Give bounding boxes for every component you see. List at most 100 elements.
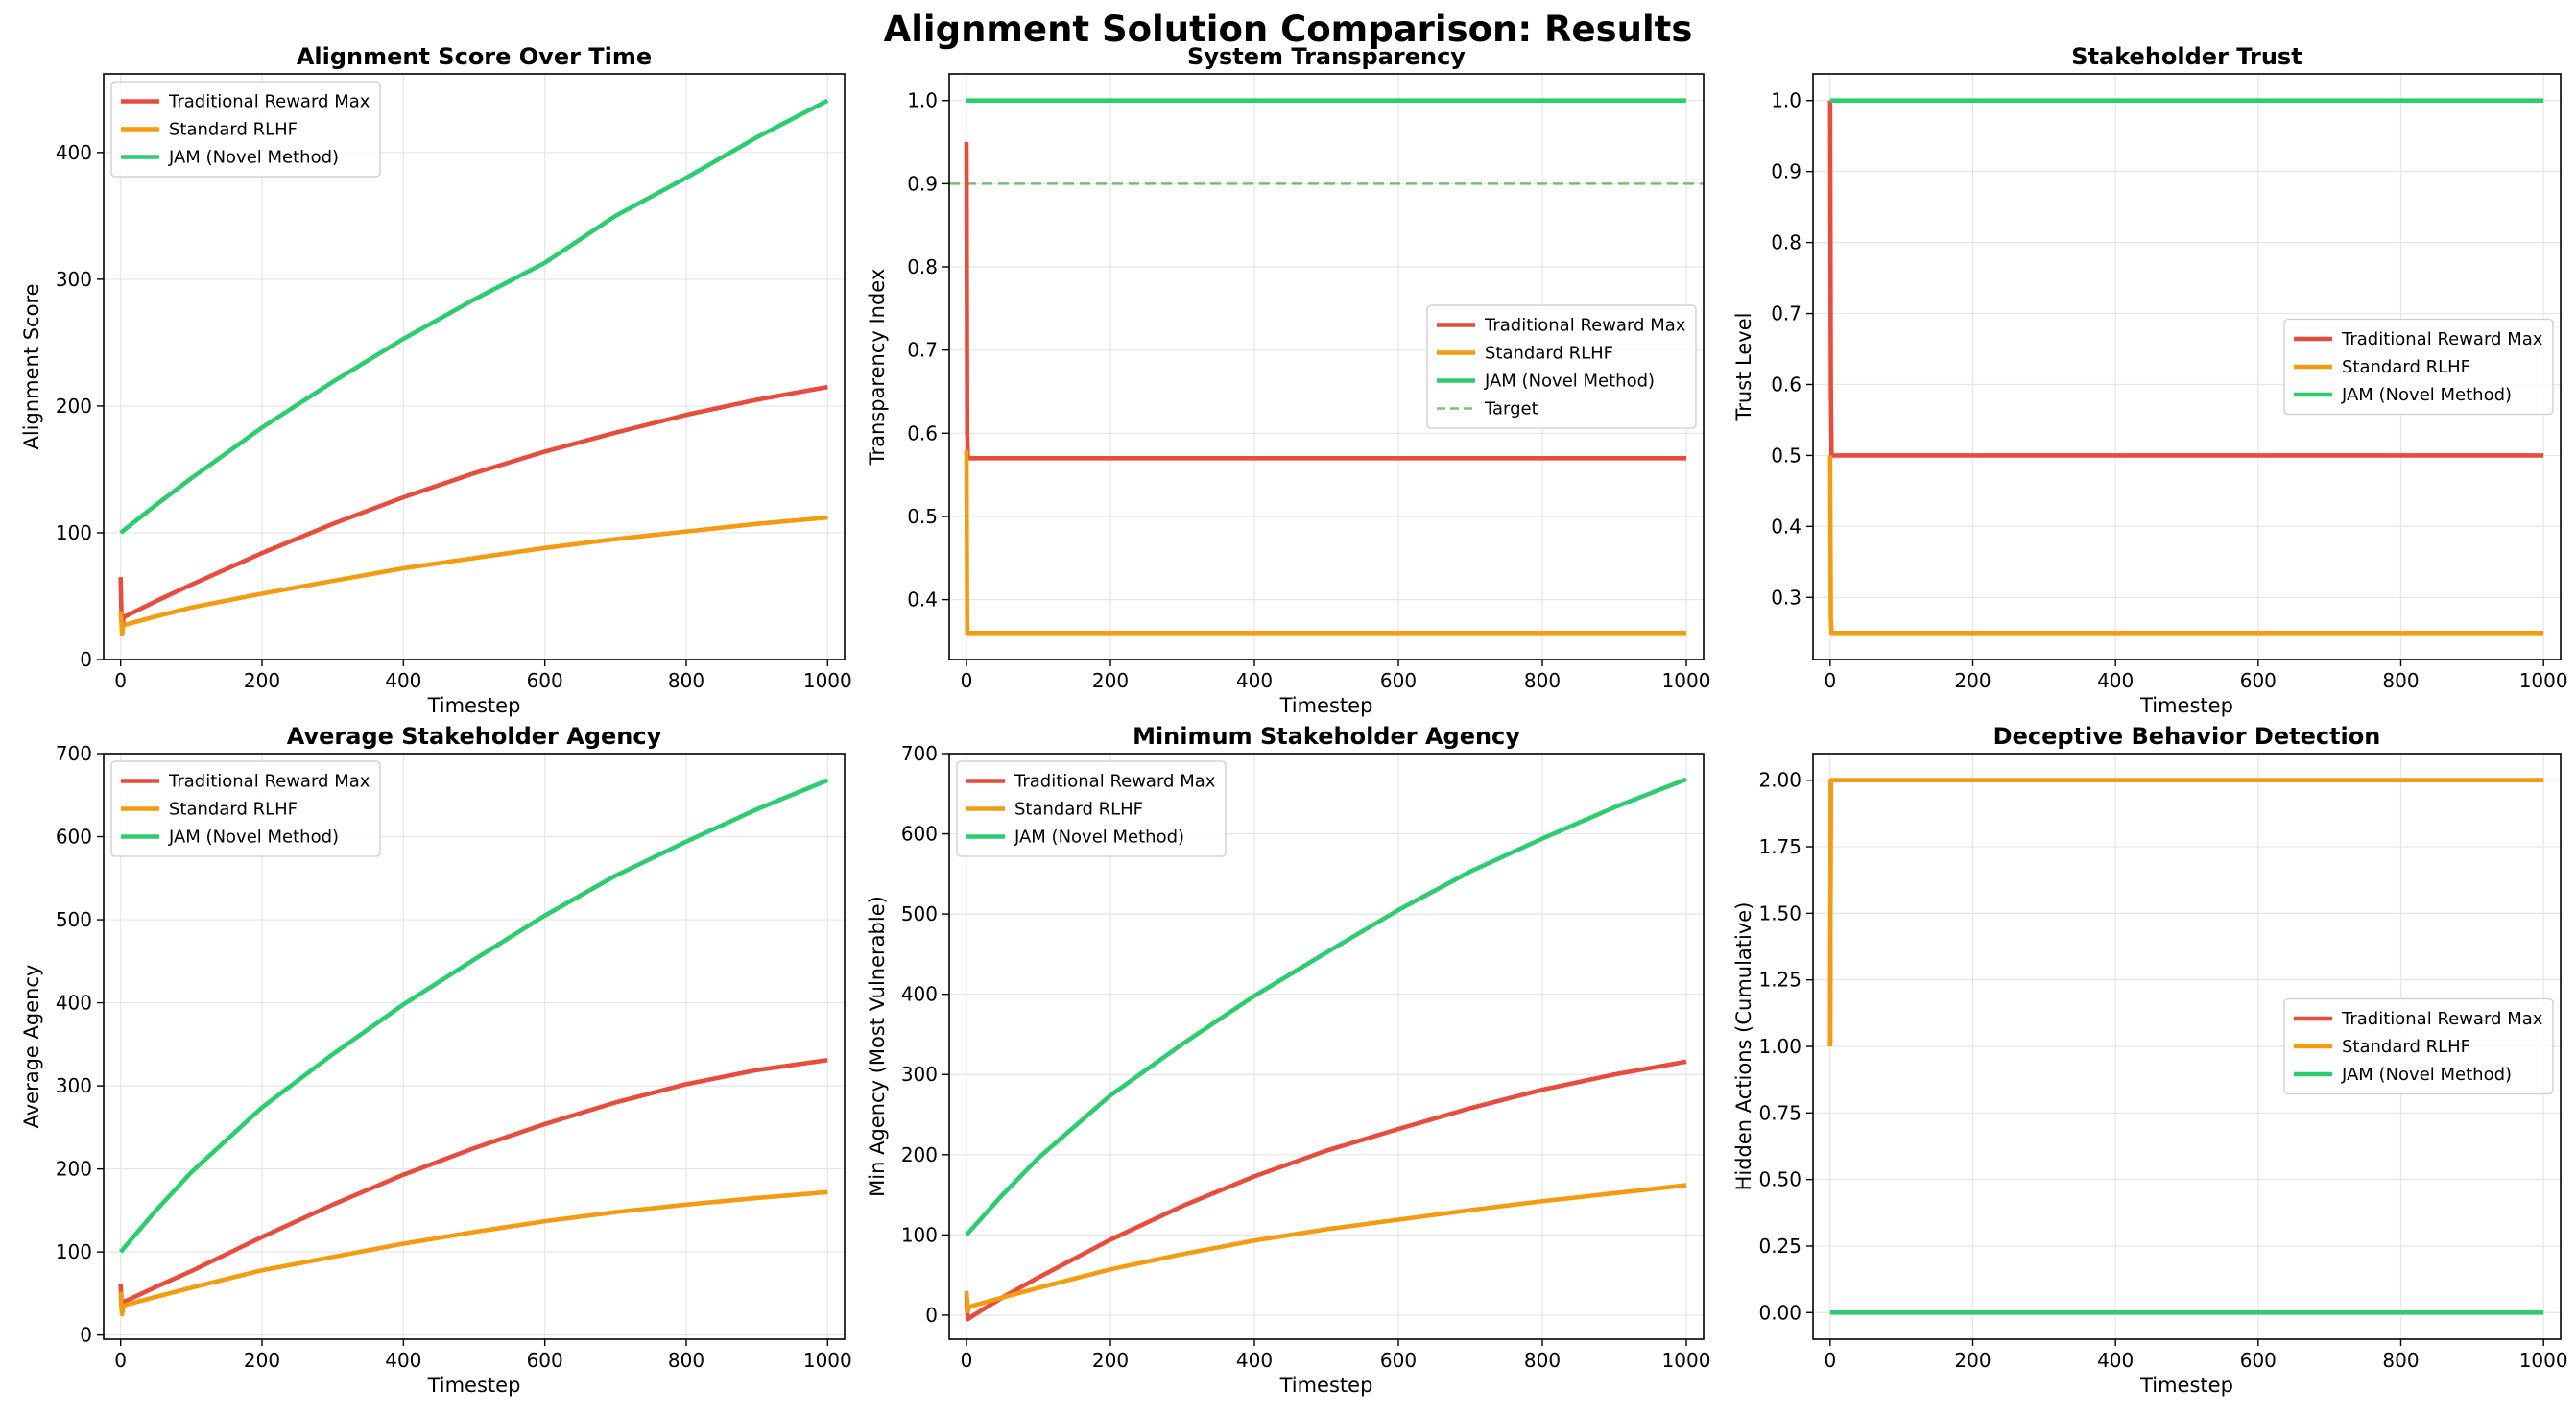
x-tick-label: 800 xyxy=(668,669,704,692)
y-axis-label: Hidden Actions (Cumulative) xyxy=(1732,902,1755,1191)
x-tick-label: 1000 xyxy=(803,1349,852,1372)
y-tick-label: 600 xyxy=(56,826,92,849)
y-axis-label: Alignment Score xyxy=(20,283,43,449)
legend-label: Standard RLHF xyxy=(2342,1037,2470,1057)
legend-label: Traditional Reward Max xyxy=(168,772,370,792)
legend-box xyxy=(110,81,381,178)
series-line xyxy=(1827,455,2544,636)
x-tick-label: 800 xyxy=(2382,1349,2419,1372)
legend-label: Traditional Reward Max xyxy=(1484,316,1686,336)
series-line xyxy=(1827,100,2544,458)
series-line xyxy=(964,1183,1687,1314)
x-axis-label: Timestep xyxy=(2139,1374,2233,1397)
x-tick-label: 0 xyxy=(114,1349,127,1372)
y-tick-label: 0.50 xyxy=(1758,1168,1801,1191)
axes-frame xyxy=(948,753,1705,1340)
y-tick-label: 0 xyxy=(80,1324,92,1347)
y-tick-label: 0.4 xyxy=(1771,515,1801,538)
legend-label: JAM (Novel Method) xyxy=(168,148,339,168)
x-tick-label: 400 xyxy=(385,1349,421,1372)
x-axis-label: Timestep xyxy=(427,694,521,717)
legend-label: Traditional Reward Max xyxy=(168,92,370,112)
legend-label: Traditional Reward Max xyxy=(1014,772,1216,792)
x-tick-label: 200 xyxy=(1092,1349,1129,1372)
chart-title: Alignment Score Over Time xyxy=(297,43,652,70)
y-tick-label: 100 xyxy=(901,1223,938,1246)
legend: Traditional Reward Max Standard RLHF JAM (… xyxy=(2283,997,2554,1095)
x-tick-label: 800 xyxy=(668,1349,704,1372)
y-tick-label: 0.6 xyxy=(907,421,938,444)
chart-panel: 0 200 400 600 800 1000 0 100 200 300 400 Alignment … xyxy=(20,43,852,717)
x-tick-label: 600 xyxy=(1380,1349,1417,1372)
x-tick-label: 400 xyxy=(2097,1349,2134,1372)
x-tick-label: 1000 xyxy=(1662,1349,1711,1372)
y-tick-label: 0.00 xyxy=(1758,1301,1801,1324)
y-tick-label: 0.7 xyxy=(907,339,938,362)
x-tick-label: 0 xyxy=(1824,669,1836,692)
legend-box xyxy=(110,760,381,857)
legend-box xyxy=(2283,997,2554,1095)
y-tick-label: 600 xyxy=(901,823,938,846)
y-tick-label: 700 xyxy=(901,742,938,765)
y-tick-label: 0.8 xyxy=(1771,231,1801,254)
x-tick-label: 600 xyxy=(2240,1349,2277,1372)
legend-label: JAM (Novel Method) xyxy=(168,828,339,848)
y-tick-label: 0.4 xyxy=(907,588,938,612)
x-tick-label: 200 xyxy=(1954,1349,1991,1372)
y-axis-label: Trust Level xyxy=(1732,313,1755,422)
y-tick-label: 0.7 xyxy=(1771,302,1801,325)
y-axis-label: Min Agency (Most Vulnerable) xyxy=(866,896,889,1197)
y-tick-label: 300 xyxy=(56,268,92,291)
y-tick-label: 1.75 xyxy=(1758,835,1801,858)
legend: Traditional Reward Max Standard RLHF JAM (… xyxy=(110,81,381,178)
chart-panel: 0 200 400 600 800 1000 0.4 0.5 0.6 0.7 0.8 0.9 1.0 Sy… xyxy=(866,43,1710,717)
chart-title: Deceptive Behavior Detection xyxy=(1993,723,2381,750)
x-tick-label: 600 xyxy=(1380,669,1417,692)
x-tick-label: 1000 xyxy=(2519,1349,2568,1372)
y-tick-label: 200 xyxy=(901,1143,938,1166)
x-tick-label: 600 xyxy=(2240,669,2277,692)
x-tick-label: 0 xyxy=(1824,1349,1836,1372)
legend-label: Traditional Reward Max xyxy=(2341,1009,2543,1029)
series-line xyxy=(119,98,829,535)
legend-label: Standard RLHF xyxy=(2342,357,2470,377)
x-tick-label: 0 xyxy=(961,669,973,692)
series-line xyxy=(118,515,828,636)
y-tick-label: 0.5 xyxy=(907,505,938,528)
y-tick-label: 0.9 xyxy=(1771,160,1801,183)
y-tick-label: 0 xyxy=(80,648,92,671)
chart-panel: 0 200 400 600 800 1000 0 100 200 300 400 500 600 700 M… xyxy=(866,723,1710,1397)
y-tick-label: 0.25 xyxy=(1758,1235,1801,1258)
y-tick-label: 2.00 xyxy=(1758,769,1801,792)
y-tick-label: 1.0 xyxy=(907,89,938,112)
x-tick-label: 800 xyxy=(1524,1349,1561,1372)
x-tick-label: 1000 xyxy=(2519,669,2568,692)
y-tick-label: 1.00 xyxy=(1758,1035,1801,1058)
legend-label: JAM (Novel Method) xyxy=(1484,372,1655,392)
x-tick-label: 400 xyxy=(2097,669,2134,692)
series-line xyxy=(118,778,829,1254)
x-tick-label: 400 xyxy=(1236,1349,1273,1372)
y-tick-label: 1.50 xyxy=(1758,901,1801,924)
x-tick-label: 200 xyxy=(1954,669,1991,692)
chart-panels: 0 200 400 600 800 1000 0 100 200 300 400 Alignment … xyxy=(20,43,2568,1397)
y-tick-label: 0 xyxy=(925,1304,938,1327)
y-tick-label: 0.5 xyxy=(1771,444,1801,467)
chart-title: System Transparency xyxy=(1187,43,1466,70)
legend-box xyxy=(956,760,1227,857)
legend: Traditional Reward Max Standard RLHF JAM (… xyxy=(2283,318,2554,416)
x-tick-label: 0 xyxy=(961,1349,973,1372)
x-tick-label: 600 xyxy=(527,1349,563,1372)
y-axis-label: Average Agency xyxy=(20,965,43,1129)
legend-label: Standard RLHF xyxy=(1485,344,1613,364)
y-tick-label: 700 xyxy=(56,742,92,765)
y-tick-label: 400 xyxy=(56,141,92,164)
x-tick-label: 0 xyxy=(114,669,127,692)
y-tick-label: 400 xyxy=(901,983,938,1006)
x-tick-label: 200 xyxy=(244,669,280,692)
legend: Traditional Reward Max Standard RLHF JAM (… xyxy=(110,760,381,857)
x-axis-label: Timestep xyxy=(2139,694,2233,717)
y-tick-label: 1.25 xyxy=(1758,969,1801,992)
x-tick-label: 800 xyxy=(1524,669,1561,692)
